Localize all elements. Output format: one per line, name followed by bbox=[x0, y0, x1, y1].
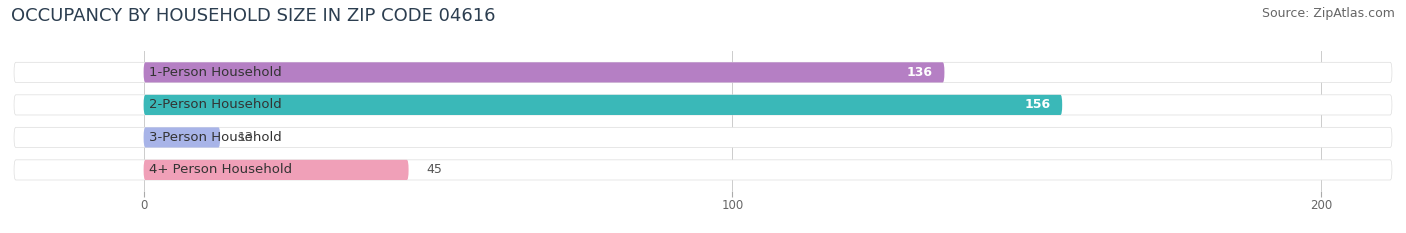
Text: Source: ZipAtlas.com: Source: ZipAtlas.com bbox=[1261, 7, 1395, 20]
FancyBboxPatch shape bbox=[143, 160, 409, 180]
Text: 156: 156 bbox=[1025, 98, 1050, 111]
FancyBboxPatch shape bbox=[143, 127, 221, 147]
FancyBboxPatch shape bbox=[14, 62, 1392, 82]
Text: 1-Person Household: 1-Person Household bbox=[149, 66, 283, 79]
Text: 45: 45 bbox=[426, 163, 441, 176]
Text: 4+ Person Household: 4+ Person Household bbox=[149, 163, 292, 176]
FancyBboxPatch shape bbox=[143, 62, 945, 82]
FancyBboxPatch shape bbox=[14, 95, 1392, 115]
Text: 3-Person Household: 3-Person Household bbox=[149, 131, 283, 144]
FancyBboxPatch shape bbox=[14, 127, 1392, 147]
Text: 136: 136 bbox=[907, 66, 932, 79]
Text: 13: 13 bbox=[238, 131, 253, 144]
FancyBboxPatch shape bbox=[14, 160, 1392, 180]
Text: 2-Person Household: 2-Person Household bbox=[149, 98, 283, 111]
Text: OCCUPANCY BY HOUSEHOLD SIZE IN ZIP CODE 04616: OCCUPANCY BY HOUSEHOLD SIZE IN ZIP CODE … bbox=[11, 7, 496, 25]
FancyBboxPatch shape bbox=[143, 95, 1062, 115]
